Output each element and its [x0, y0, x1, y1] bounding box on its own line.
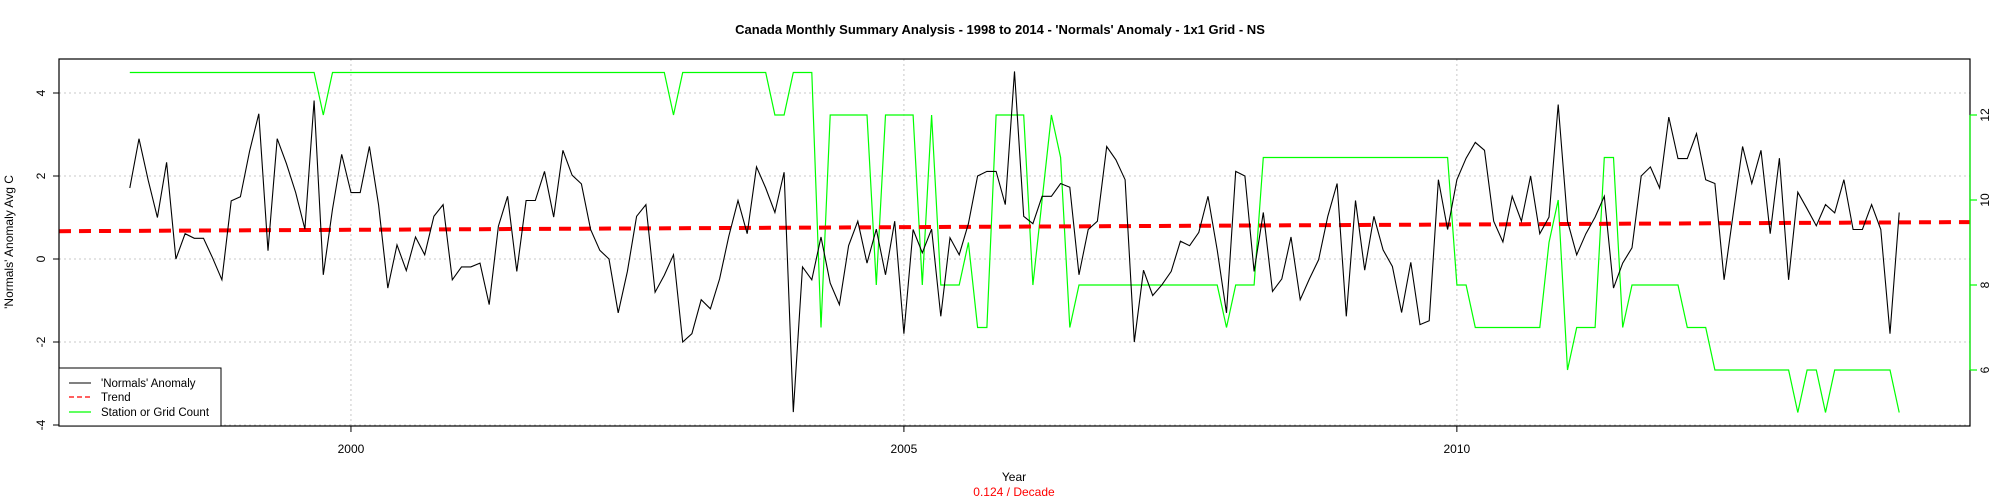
legend-count-label: Station or Grid Count	[101, 407, 210, 419]
trend-subtitle: 0.124 / Decade	[973, 485, 1055, 499]
chart-title: Canada Monthly Summary Analysis - 1998 t…	[735, 22, 1265, 37]
y-tick-label: -2	[34, 336, 48, 347]
x-tick-label: 2005	[891, 442, 918, 456]
y-axis-label: 'Normals' Anomaly Avg C	[2, 175, 16, 309]
y2-tick-label: 12	[1978, 108, 1992, 122]
y2-tick-label: 6	[1978, 366, 1992, 373]
y2-tick-label: 8	[1978, 281, 1992, 288]
x-axis-label: Year	[1002, 470, 1026, 484]
series-station-count-line	[129, 71, 1900, 413]
y-tick-label: 4	[34, 89, 48, 96]
legend-trend-label: Trend	[101, 392, 131, 404]
x-tick-label: 2000	[338, 442, 365, 456]
y-tick-label: 2	[34, 172, 48, 179]
plot-frame	[58, 58, 1971, 427]
y-axis-right: 12 10 8 6	[1969, 108, 1992, 373]
x-axis: 2000 2005 2010	[338, 426, 1471, 456]
y2-tick-label: 10	[1978, 193, 1992, 207]
y-axis-left: 4 2 0 -2 -4	[34, 89, 60, 430]
legend: 'Normals' Anomaly Trend Station or Grid …	[58, 367, 222, 427]
y-tick-label: -4	[34, 419, 48, 430]
series-anomaly-line	[129, 71, 1900, 413]
grid	[59, 59, 1970, 426]
chart-marks	[58, 71, 1971, 413]
x-tick-label: 2010	[1444, 442, 1471, 456]
legend-anomaly-label: 'Normals' Anomaly	[101, 378, 196, 390]
y-tick-label: 0	[34, 255, 48, 262]
series-trend-line	[58, 220, 1971, 234]
